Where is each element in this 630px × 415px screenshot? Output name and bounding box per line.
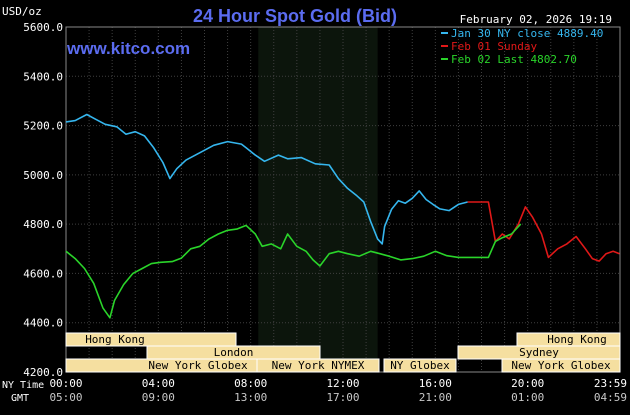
chart-timestamp: February 02, 2026 19:19 — [460, 13, 612, 26]
y-tick-label: 4200.0 — [23, 366, 63, 379]
x-label-ny: 12:00 — [326, 377, 359, 390]
session-label: Hong Kong — [85, 333, 145, 346]
y-tick-label: 5200.0 — [23, 120, 63, 133]
session-band — [501, 358, 621, 373]
y-tick-label: 5400.0 — [23, 70, 63, 83]
legend-entry: Jan 30 NY close 4889.40 — [451, 27, 603, 40]
session-label: New York NYMEX — [272, 359, 365, 372]
x-label-gmt: 01:00 — [511, 391, 544, 404]
x-label-gmt: 21:00 — [419, 391, 452, 404]
gmt-axis-label: GMT — [11, 393, 29, 404]
x-label-ny: 20:00 — [511, 377, 544, 390]
x-label-ny: 23:59 — [594, 377, 627, 390]
x-label-ny: 16:00 — [419, 377, 452, 390]
x-label-gmt: 17:00 — [326, 391, 359, 404]
legend-entry: Feb 02 Last 4802.70 — [451, 53, 577, 66]
y-tick-label: 4400.0 — [23, 317, 63, 330]
nymex-session-shade — [258, 27, 378, 372]
session-label: Hong Kong — [547, 333, 607, 346]
session-band — [256, 358, 380, 373]
x-label-ny: 04:00 — [142, 377, 175, 390]
x-label-gmt: 05:00 — [49, 391, 82, 404]
x-label-gmt: 09:00 — [142, 391, 175, 404]
chart-title: 24 Hour Spot Gold (Bid) — [193, 6, 397, 26]
session-label: NY Globex — [390, 359, 450, 372]
legend-entry: Feb 01 Sunday — [451, 40, 537, 53]
session-label: London — [214, 346, 254, 359]
session-label: Sydney — [519, 346, 559, 359]
y-tick-label: 5600.0 — [23, 21, 63, 34]
y-axis-tick-labels: 5600.0 5400.0 5200.0 5000.0 4800.0 4600.0 4400… — [23, 21, 63, 379]
ny-time-axis-label: NY Time — [2, 380, 44, 391]
vertical-gridlines — [88, 27, 598, 372]
session-label: New York Globex — [148, 359, 248, 372]
x-label-ny: 08:00 — [234, 377, 267, 390]
session-label: New York Globex — [511, 359, 611, 372]
x-label-gmt: 04:59 — [594, 391, 627, 404]
series-line-2 — [65, 223, 522, 319]
x-label-gmt: 13:00 — [234, 391, 267, 404]
site-watermark: www.kitco.com — [66, 39, 190, 58]
series-line-1 — [467, 201, 620, 262]
y-tick-label: 4800.0 — [23, 218, 63, 231]
y-tick-label: 5000.0 — [23, 169, 63, 182]
series-line-0 — [65, 113, 468, 245]
y-axis-units: USD/oz — [2, 5, 42, 18]
price-series-lines — [65, 113, 620, 319]
session-band — [383, 358, 457, 373]
x-label-ny: 00:00 — [49, 377, 82, 390]
y-tick-label: 4600.0 — [23, 267, 63, 280]
